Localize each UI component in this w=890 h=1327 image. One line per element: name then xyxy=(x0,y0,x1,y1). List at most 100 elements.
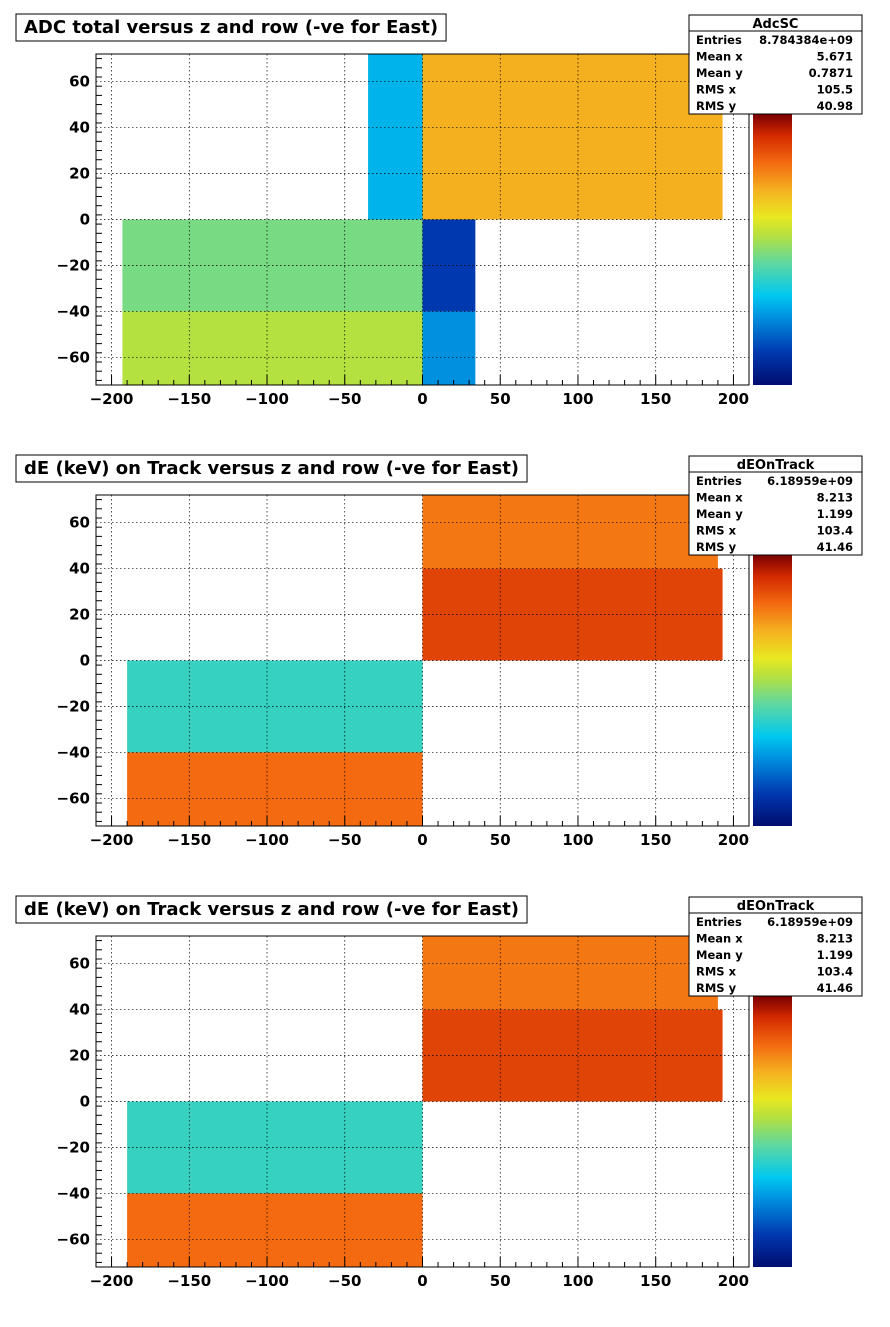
stats-value: 6.18959e+09 xyxy=(767,915,853,929)
y-tick-label: 40 xyxy=(69,1001,90,1019)
heatmap-region xyxy=(368,54,423,220)
chart-title-box xyxy=(15,13,447,42)
stats-label: Mean y xyxy=(696,66,743,80)
stats-value: 105.5 xyxy=(817,83,853,97)
x-tick-label: −200 xyxy=(90,831,134,849)
stats-label: Entries xyxy=(696,33,742,47)
x-tick-label: 0 xyxy=(417,831,427,849)
color-palette xyxy=(753,114,792,385)
y-tick-label: 20 xyxy=(69,165,90,183)
stats-label: Mean x xyxy=(696,50,743,64)
chart-panel-2: −200 −150 −100 −50 0 50 100 150 200−60−40−200204… xyxy=(15,454,863,849)
x-tick-label: −200 xyxy=(90,1272,134,1290)
x-tick-label: −150 xyxy=(167,390,211,408)
y-tick-label: 40 xyxy=(69,119,90,137)
heatmap-region xyxy=(122,311,423,385)
chart-title: dE (keV) on Track versus z and row (-ve … xyxy=(24,458,519,479)
stats-label: RMS x xyxy=(696,83,737,97)
x-tick-label: 50 xyxy=(490,1272,511,1290)
chart-title-box xyxy=(15,895,528,924)
y-tick-label: 60 xyxy=(69,514,90,532)
stats-label: RMS y xyxy=(696,540,737,554)
stats-label: RMS x xyxy=(696,965,737,979)
x-tick-label: −200 xyxy=(90,390,134,408)
chart-title: dE (keV) on Track versus z and row (-ve … xyxy=(24,899,519,920)
x-tick-label: −50 xyxy=(328,390,361,408)
stats-value: 8.213 xyxy=(817,491,853,505)
stats-label: RMS y xyxy=(696,981,737,995)
x-tick-label: 100 xyxy=(562,390,593,408)
y-tick-label: −20 xyxy=(57,256,90,274)
stats-label: Mean x xyxy=(696,932,743,946)
x-tick-label: −50 xyxy=(328,1272,361,1290)
x-tick-label: 150 xyxy=(640,390,671,408)
y-tick-label: 60 xyxy=(69,73,90,91)
heatmap-region xyxy=(422,495,718,569)
heatmap-region xyxy=(422,54,723,220)
stats-value: 1.199 xyxy=(817,948,853,962)
x-tick-label: 0 xyxy=(417,1272,427,1290)
x-tick-label: −150 xyxy=(167,831,211,849)
stats-name: dEOnTrack xyxy=(737,899,815,914)
stats-value: 103.4 xyxy=(817,965,853,979)
x-tick-label: −50 xyxy=(328,831,361,849)
y-tick-label: −60 xyxy=(57,1230,90,1248)
chart-title-box xyxy=(15,454,528,483)
stats-value: 8.213 xyxy=(817,932,853,946)
color-palette xyxy=(753,996,792,1267)
y-tick-label: 20 xyxy=(69,1047,90,1065)
chart-panel-1: −200 −150 −100 −50 0 50 100 150 200−60−40−200204… xyxy=(15,13,863,408)
x-tick-label: 200 xyxy=(718,1272,749,1290)
x-tick-label: 100 xyxy=(562,1272,593,1290)
x-tick-label: 50 xyxy=(490,831,511,849)
heatmap-region xyxy=(127,752,423,826)
x-tick-label: 100 xyxy=(562,831,593,849)
y-tick-label: 60 xyxy=(69,955,90,973)
x-tick-label: 0 xyxy=(417,390,427,408)
stats-label: Entries xyxy=(696,474,742,488)
y-tick-label: 40 xyxy=(69,560,90,578)
x-tick-label: −100 xyxy=(245,390,289,408)
heatmap-region xyxy=(422,936,718,1010)
x-tick-label: −100 xyxy=(245,1272,289,1290)
stats-name: AdcSC xyxy=(753,17,799,32)
stats-value: 41.46 xyxy=(817,981,853,995)
y-tick-label: −60 xyxy=(57,348,90,366)
y-tick-label: 0 xyxy=(80,1093,90,1111)
y-tick-label: −20 xyxy=(57,697,90,715)
y-tick-label: −40 xyxy=(57,302,90,320)
y-tick-label: 20 xyxy=(69,606,90,624)
stats-value: 0.7871 xyxy=(809,66,853,80)
chart-title: ADC total versus z and row (-ve for East… xyxy=(24,17,438,38)
stats-value: 8.784384e+09 xyxy=(759,33,853,47)
stats-value: 103.4 xyxy=(817,524,853,538)
stats-name: dEOnTrack xyxy=(737,458,815,473)
stats-label: Entries xyxy=(696,915,742,929)
stats-label: Mean x xyxy=(696,491,743,505)
stats-label: RMS y xyxy=(696,99,737,113)
x-tick-label: 50 xyxy=(490,390,511,408)
stats-value: 5.671 xyxy=(817,50,853,64)
x-tick-label: 200 xyxy=(718,390,749,408)
stats-value: 1.199 xyxy=(817,507,853,521)
x-tick-label: 150 xyxy=(640,1272,671,1290)
x-tick-label: 200 xyxy=(718,831,749,849)
chart-panel-3: −200 −150 −100 −50 0 50 100 150 200−60−40−200204… xyxy=(15,895,863,1290)
y-tick-label: 0 xyxy=(80,652,90,670)
heatmap-region xyxy=(127,660,423,753)
y-tick-label: −60 xyxy=(57,789,90,807)
stats-value: 6.18959e+09 xyxy=(767,474,853,488)
y-tick-label: −40 xyxy=(57,1184,90,1202)
y-tick-label: −20 xyxy=(57,1138,90,1156)
x-tick-label: 150 xyxy=(640,831,671,849)
color-palette xyxy=(753,555,792,826)
stats-label: Mean y xyxy=(696,948,743,962)
x-tick-label: −100 xyxy=(245,831,289,849)
stats-label: RMS x xyxy=(696,524,737,538)
stats-value: 40.98 xyxy=(817,99,853,113)
stats-value: 41.46 xyxy=(817,540,853,554)
heatmap-region xyxy=(127,1193,423,1267)
y-tick-label: 0 xyxy=(80,211,90,229)
heatmap-region xyxy=(127,1101,423,1194)
